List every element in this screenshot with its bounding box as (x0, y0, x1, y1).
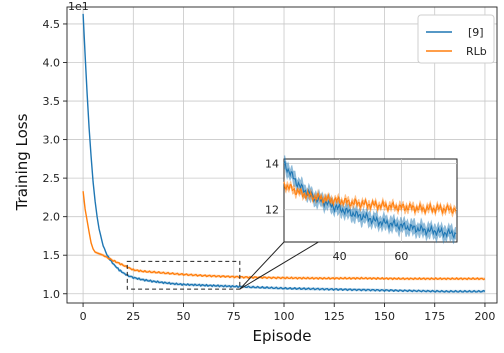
x-tick-label: 175 (424, 310, 445, 323)
x-tick-label: 200 (474, 310, 495, 323)
inset-x-tick-label: 60 (394, 250, 408, 263)
y-tick-label: 2.5 (43, 172, 61, 185)
y-scale-note: 1e1 (68, 0, 89, 13)
inset-zoom-chart: 40 60 12 14 (265, 154, 458, 263)
inset-line (283, 181, 457, 216)
inset-band (284, 154, 456, 245)
y-tick-label: 3.0 (43, 134, 61, 147)
x-tick-label: 125 (324, 310, 345, 323)
plot-frame (66, 6, 498, 304)
x-tick-labels: 0 25 50 75 100 125 150 175 200 (80, 303, 495, 323)
x-tick-label: 75 (227, 310, 241, 323)
series-line (82, 13, 486, 293)
legend-label-9: [9] (468, 26, 484, 39)
inset-bands (284, 154, 456, 245)
zoom-connector-line (239, 241, 285, 290)
x-tick-label: 150 (374, 310, 395, 323)
y-tick-label: 4.0 (43, 57, 61, 70)
series-line (82, 191, 486, 281)
inset-line (283, 160, 457, 240)
y-tick-label: 2.0 (43, 211, 61, 224)
inset-band (284, 178, 456, 218)
x-tick-label: 25 (126, 310, 140, 323)
inset-x-tick-label: 40 (333, 250, 347, 263)
series-lines (82, 13, 486, 293)
inset-lines (283, 160, 457, 240)
y-tick-label: 4.5 (43, 18, 61, 31)
x-axis-label: Episode (253, 327, 312, 345)
legend-label-rlb: RLb (466, 45, 487, 58)
legend: [9] RLb (417, 14, 495, 64)
x-tick-label: 100 (274, 310, 295, 323)
y-tick-label: 3.5 (43, 95, 61, 108)
x-tick-label: 0 (80, 310, 87, 323)
inset-y-tick-label: 14 (265, 158, 279, 171)
y-tick-labels: 1.0 1.5 2.0 2.5 3.0 3.5 4.0 4.5 (43, 18, 67, 301)
x-tick-label: 50 (177, 310, 191, 323)
zoom-region-box (126, 260, 241, 290)
y-tick-label: 1.0 (43, 288, 61, 301)
y-axis-label: Training Loss (13, 113, 31, 211)
y-tick-label: 1.5 (43, 249, 61, 262)
inset-tick-labels: 40 60 12 14 (265, 158, 408, 263)
inset-y-tick-label: 12 (265, 204, 279, 217)
